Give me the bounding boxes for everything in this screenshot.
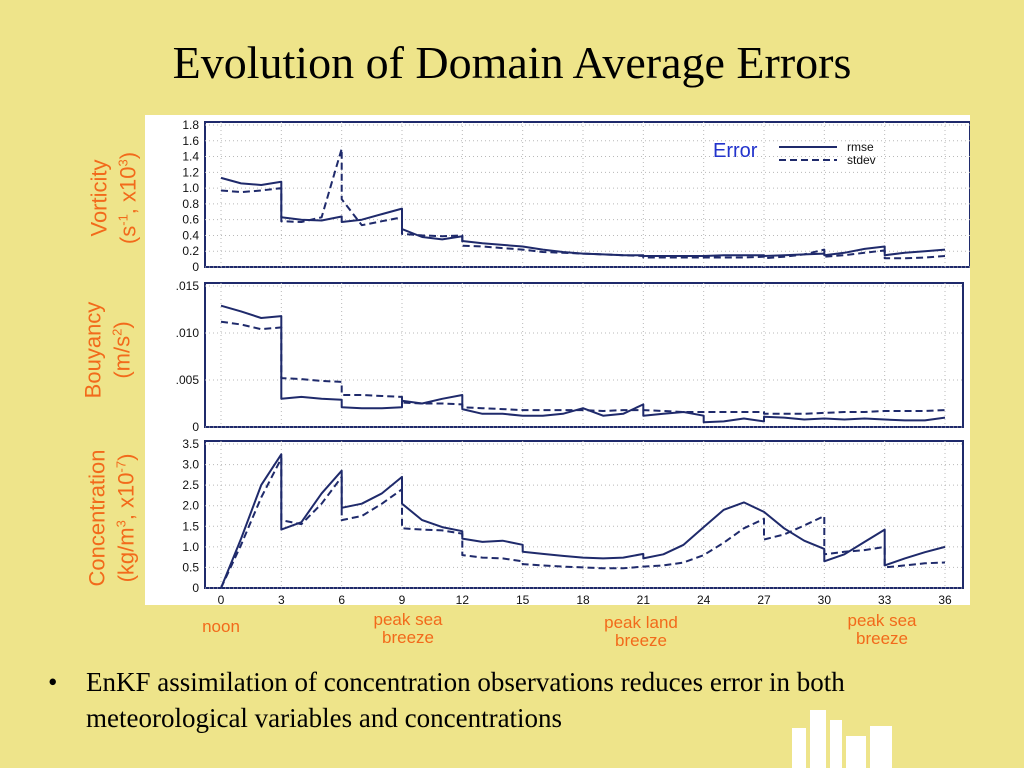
x-tick-label: 9 <box>399 593 406 605</box>
y-label-bouyancy-line1: Bouyancy <box>80 301 106 399</box>
y-tick-label: .010 <box>176 326 200 340</box>
y-tick-label: 0.5 <box>182 560 199 574</box>
y-tick-label: 0.8 <box>182 197 199 211</box>
y-tick-label: 0.6 <box>182 213 199 227</box>
bullet-dot: • <box>48 667 58 697</box>
x-tick-label: 3 <box>278 593 285 605</box>
y-tick-label: 0 <box>192 420 199 434</box>
series-line-bouyancy-stdev <box>220 320 946 415</box>
y-tick-label: 2.0 <box>182 499 199 513</box>
y-tick-label: 0.2 <box>182 244 199 258</box>
event-label-noon: noon <box>202 617 240 636</box>
y-tick-label: 1.6 <box>182 134 199 148</box>
error-charts: 0 0.2 0.40.6 0.8 1.0 1.21.4 1.6 1.8 Error rmsestd… <box>176 118 970 605</box>
y-label-concentration: Concentration (kg/m3, x10-7) <box>84 449 139 587</box>
plot-frame-concentration <box>204 440 964 589</box>
y-label-bouyancy-line2: (m/s2) <box>109 321 135 379</box>
x-tick-label: 24 <box>697 593 711 605</box>
x-tick-label: 33 <box>878 593 892 605</box>
x-tick-label: 18 <box>576 593 590 605</box>
x-tick-label: 0 <box>218 593 225 605</box>
x-tick-label: 12 <box>456 593 470 605</box>
legend-label-stdev: stdev <box>847 153 876 167</box>
logo-graphic <box>792 710 892 768</box>
y-tick-label: 1.5 <box>182 519 199 533</box>
x-tick-label: 15 <box>516 593 530 605</box>
x-tick-label: 6 <box>338 593 345 605</box>
y-tick-label: 1.8 <box>182 118 199 132</box>
series-line-bouyancy-rmse <box>220 304 946 424</box>
y-tick-label: 3.5 <box>182 437 199 451</box>
bullet-text: EnKF assimilation of concentration obser… <box>86 667 845 733</box>
plot-frame-vorticity <box>204 121 970 268</box>
x-tick-label: 36 <box>938 593 952 605</box>
series-line-concentration-stdev <box>220 457 946 589</box>
slide-title: Evolution of Domain Average Errors <box>172 37 852 88</box>
series-line-vorticity-stdev <box>220 147 946 260</box>
y-label-bouyancy: Bouyancy (m/s2) <box>80 301 135 399</box>
event-label-peak-sea-breeze-2: peak sea breeze <box>847 611 917 648</box>
y-tick-label: 1.2 <box>182 165 199 179</box>
y-tick-label: .005 <box>176 373 200 387</box>
y-tick-label: 3.0 <box>182 458 199 472</box>
y-label-vorticity-line1: Vorticity <box>86 159 112 237</box>
y-label-vorticity: Vorticity (s-1, x103) <box>86 151 141 245</box>
y-tick-label: 2.5 <box>182 478 199 492</box>
chart-panel: 0 0.2 0.4 0.6 0.8 1.0 1.2 1.4 1.6 1.8 Error rmse std… <box>145 115 970 605</box>
x-tick-label: 21 <box>637 593 651 605</box>
y-tick-label: 0 <box>192 260 199 274</box>
y-label-concentration-line1: Concentration <box>84 449 110 587</box>
y-label-vorticity-line2: (s-1, x103) <box>115 151 141 245</box>
y-tick-label: 0.4 <box>182 228 199 242</box>
series-line-vorticity-rmse <box>220 176 946 257</box>
y-tick-label: .015 <box>176 279 200 293</box>
legend-title: Error <box>713 140 758 162</box>
series-line-concentration-rmse <box>220 453 946 589</box>
event-label-peak-sea-breeze-1: peak sea breeze <box>373 610 443 647</box>
y-tick-label: 1.4 <box>182 150 199 164</box>
x-tick-label: 30 <box>818 593 832 605</box>
y-label-concentration-line2: (kg/m3, x10-7) <box>113 453 139 583</box>
plot-frame-bouyancy <box>204 282 964 428</box>
x-tick-label: 27 <box>757 593 771 605</box>
y-tick-label: 0 <box>192 581 199 595</box>
event-label-peak-land-breeze: peak land breeze <box>604 613 678 650</box>
y-tick-label: 1.0 <box>182 540 199 554</box>
y-tick-label: 1.0 <box>182 181 199 195</box>
legend-label-rmse: rmse <box>847 140 874 154</box>
